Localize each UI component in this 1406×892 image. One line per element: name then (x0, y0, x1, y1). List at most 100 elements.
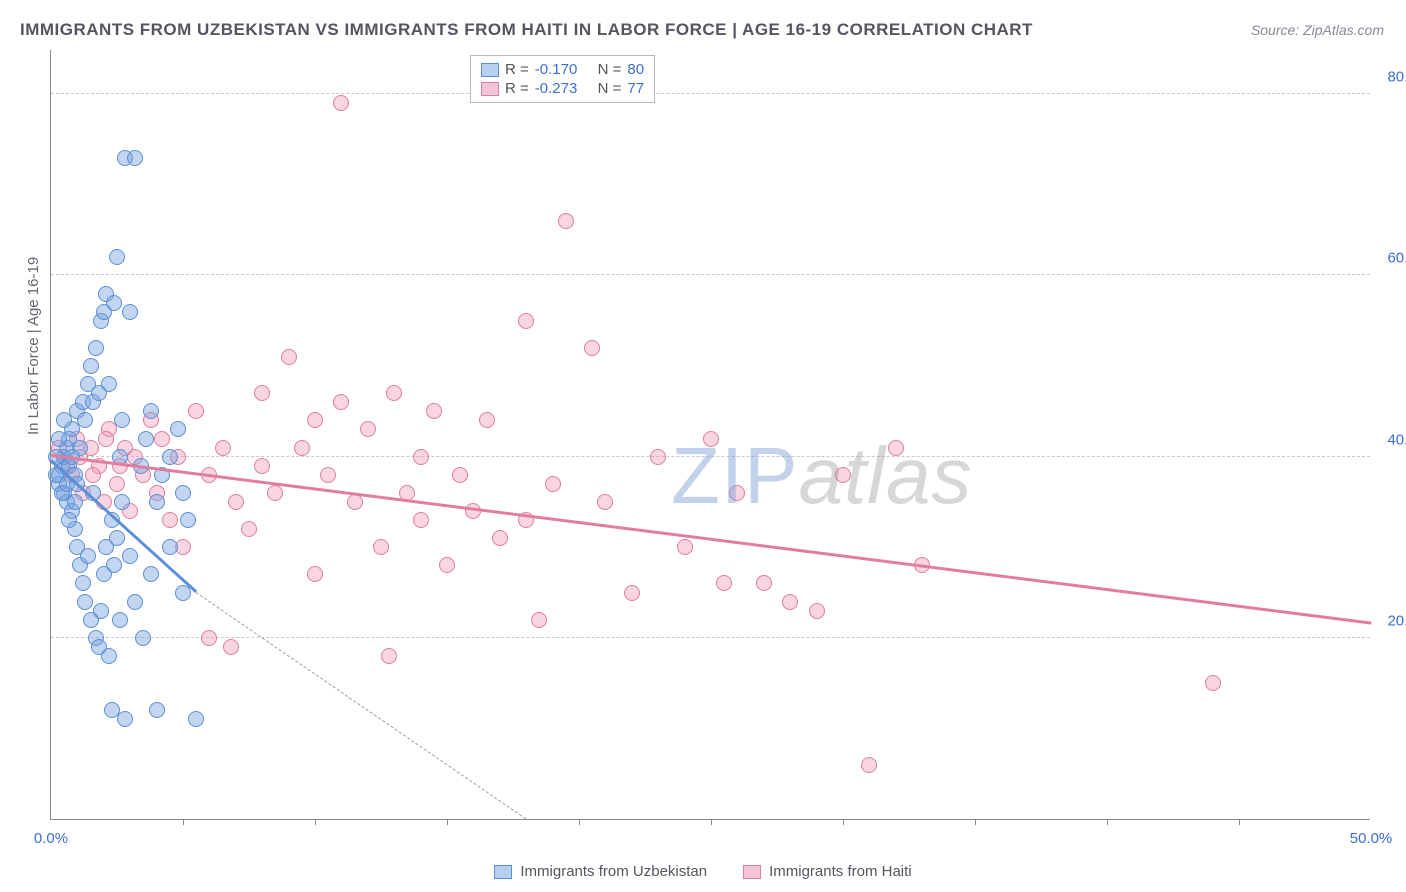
data-point (558, 213, 574, 229)
x-tick-label: 0.0% (34, 830, 68, 847)
data-point (149, 494, 165, 510)
data-point (61, 512, 77, 528)
x-tick-mark (1107, 819, 1108, 825)
r-value-uzbekistan: -0.170 (535, 61, 578, 78)
data-point (180, 512, 196, 528)
data-point (114, 412, 130, 428)
data-point (162, 539, 178, 555)
data-point (254, 458, 270, 474)
data-point (215, 440, 231, 456)
trend-line (196, 592, 527, 819)
legend-item-haiti: Immigrants from Haiti (743, 863, 912, 880)
data-point (138, 431, 154, 447)
data-point (80, 548, 96, 564)
n-label: N = (598, 80, 622, 97)
x-tick-mark (1239, 819, 1240, 825)
y-tick-label: 40.0% (1387, 431, 1406, 448)
source-label: Source: ZipAtlas.com (1251, 22, 1384, 38)
x-tick-label: 50.0% (1350, 830, 1393, 847)
data-point (101, 376, 117, 392)
y-axis-label: In Labor Force | Age 16-19 (25, 257, 42, 435)
data-point (93, 603, 109, 619)
x-tick-mark (447, 819, 448, 825)
data-point (143, 566, 159, 582)
n-value-haiti: 77 (627, 80, 644, 97)
data-point (386, 385, 402, 401)
data-point (861, 757, 877, 773)
data-point (360, 421, 376, 437)
data-point (170, 421, 186, 437)
data-point (162, 449, 178, 465)
data-point (154, 431, 170, 447)
r-label: R = (505, 61, 529, 78)
data-point (650, 449, 666, 465)
data-point (307, 412, 323, 428)
data-point (162, 512, 178, 528)
x-tick-mark (711, 819, 712, 825)
data-point (83, 358, 99, 374)
data-point (88, 340, 104, 356)
data-point (413, 449, 429, 465)
data-point (149, 702, 165, 718)
data-point (347, 494, 363, 510)
data-point (223, 639, 239, 655)
data-point (109, 249, 125, 265)
data-point (835, 467, 851, 483)
y-tick-label: 60.0% (1387, 250, 1406, 267)
swatch-haiti (743, 865, 761, 879)
data-point (281, 349, 297, 365)
gridline (51, 637, 1370, 638)
data-point (127, 594, 143, 610)
chart-title: IMMIGRANTS FROM UZBEKISTAN VS IMMIGRANTS… (20, 20, 1033, 40)
data-point (597, 494, 613, 510)
data-point (85, 467, 101, 483)
data-point (465, 503, 481, 519)
x-tick-mark (579, 819, 580, 825)
data-point (77, 594, 93, 610)
x-tick-mark (183, 819, 184, 825)
data-point (531, 612, 547, 628)
n-value-uzbekistan: 80 (627, 61, 644, 78)
data-point (114, 494, 130, 510)
data-point (201, 630, 217, 646)
data-point (228, 494, 244, 510)
data-point (294, 440, 310, 456)
data-point (381, 648, 397, 664)
series-legend: Immigrants from Uzbekistan Immigrants fr… (0, 863, 1406, 880)
data-point (254, 385, 270, 401)
y-tick-label: 20.0% (1387, 612, 1406, 629)
n-label: N = (598, 61, 622, 78)
data-point (175, 485, 191, 501)
data-point (98, 431, 114, 447)
data-point (143, 403, 159, 419)
data-point (624, 585, 640, 601)
watermark-atlas: atlas (798, 431, 972, 520)
data-point (492, 530, 508, 546)
data-point (426, 403, 442, 419)
legend-label-uzbekistan: Immigrants from Uzbekistan (520, 863, 707, 880)
data-point (67, 494, 83, 510)
data-point (888, 440, 904, 456)
data-point (677, 539, 693, 555)
correlation-legend: R = -0.170 N = 80 R = -0.273 N = 77 (470, 55, 655, 103)
legend-item-uzbekistan: Immigrants from Uzbekistan (494, 863, 707, 880)
data-point (188, 711, 204, 727)
gridline (51, 456, 1370, 457)
trend-line (51, 454, 1371, 624)
x-tick-mark (975, 819, 976, 825)
data-point (106, 557, 122, 573)
data-point (241, 521, 257, 537)
data-point (782, 594, 798, 610)
data-point (756, 575, 772, 591)
y-tick-label: 80.0% (1387, 69, 1406, 86)
r-label: R = (505, 80, 529, 97)
data-point (135, 630, 151, 646)
data-point (122, 548, 138, 564)
data-point (188, 403, 204, 419)
watermark-zip: ZIP (671, 431, 798, 520)
data-point (373, 539, 389, 555)
data-point (75, 575, 91, 591)
data-point (307, 566, 323, 582)
data-point (584, 340, 600, 356)
data-point (333, 95, 349, 111)
